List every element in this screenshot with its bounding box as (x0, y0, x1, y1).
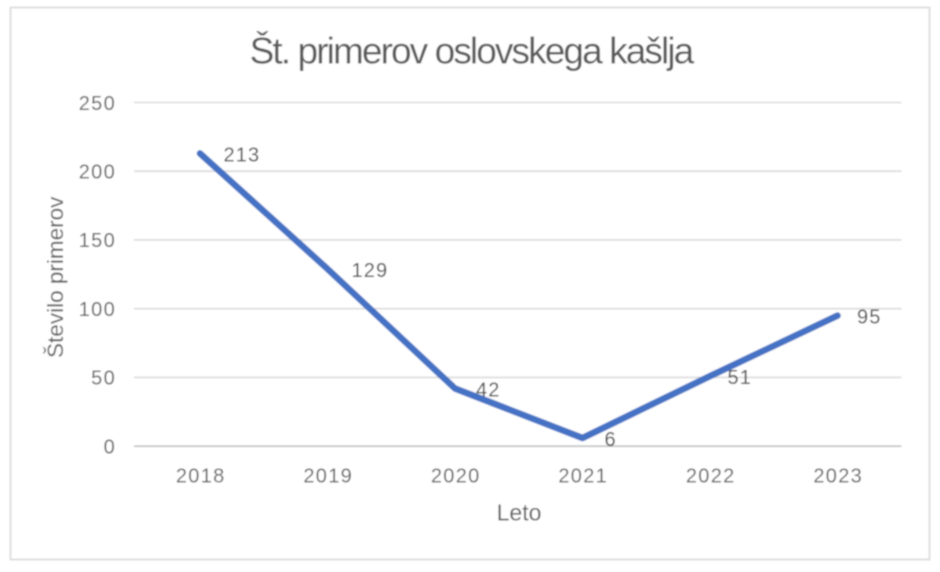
svg-text:250: 250 (79, 93, 116, 115)
svg-text:200: 200 (79, 162, 116, 184)
svg-text:Leto: Leto (497, 500, 542, 526)
svg-text:150: 150 (79, 230, 116, 252)
svg-text:2022: 2022 (686, 466, 736, 488)
svg-text:2020: 2020 (431, 466, 481, 488)
svg-text:213: 213 (224, 144, 261, 166)
svg-text:129: 129 (352, 260, 389, 282)
svg-text:2018: 2018 (176, 466, 226, 488)
svg-text:95: 95 (857, 307, 881, 329)
svg-text:0: 0 (104, 437, 116, 459)
svg-text:50: 50 (91, 368, 116, 390)
svg-text:2023: 2023 (813, 466, 863, 488)
svg-text:42: 42 (476, 380, 500, 402)
svg-text:100: 100 (79, 299, 116, 321)
svg-text:51: 51 (728, 367, 752, 389)
svg-text:2021: 2021 (558, 466, 608, 488)
svg-text:Število primerov: Število primerov (43, 196, 68, 358)
svg-text:Št. primerov oslovskega kašlja: Št. primerov oslovskega kašlja (250, 31, 695, 72)
svg-text:2019: 2019 (303, 466, 353, 488)
svg-text:6: 6 (605, 429, 617, 451)
